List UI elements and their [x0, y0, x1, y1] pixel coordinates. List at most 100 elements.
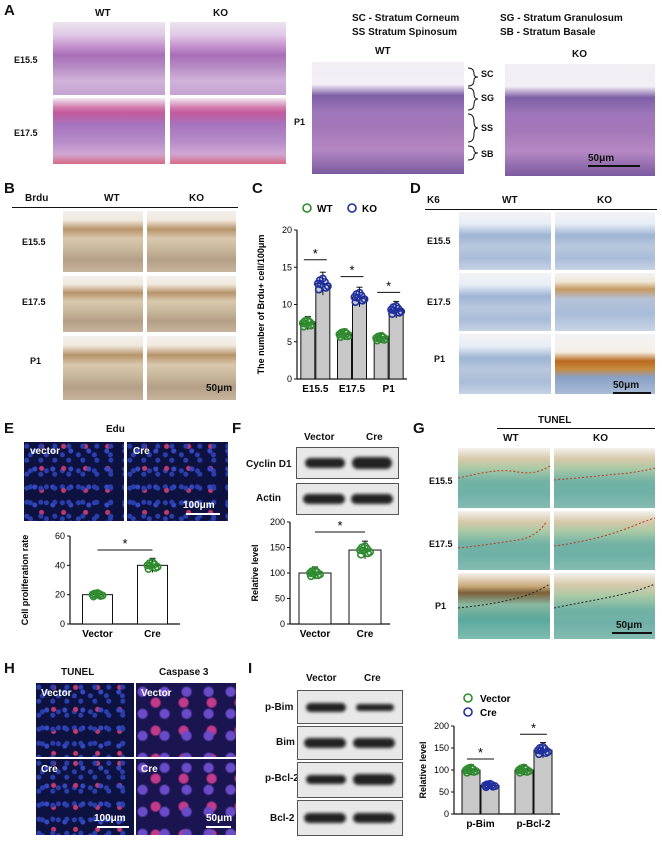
h-scale2-bar: [206, 826, 231, 828]
b-ihc-ko-e175: [147, 276, 236, 332]
a-he-image-ko-e175: [170, 98, 286, 164]
chart-F-ytick-label-4: 200: [270, 517, 285, 527]
b-wt-label: WT: [104, 193, 120, 204]
chart-I-0-0-dot-6: [466, 763, 475, 772]
i-pbim-blot: [297, 690, 403, 724]
chart-C-0-0-dot-6: [303, 316, 312, 325]
a-he-image-wt-p1: [312, 62, 464, 174]
panel-label-a: A: [4, 2, 15, 19]
chart-C-xtick-label-2: P1: [383, 384, 396, 395]
g-tunel-wt-p1: [458, 573, 550, 639]
a-e175-label: E17.5: [14, 128, 38, 138]
g-tunel-ko-e175: [554, 511, 655, 570]
chart-I-legend-cre-marker: [463, 707, 473, 717]
b-header-rule: [12, 207, 238, 208]
panel-label-i: I: [248, 660, 253, 677]
i-pbcl2-label: p-Bcl-2: [265, 773, 299, 784]
chart-F-0-0-dot-7: [307, 572, 316, 581]
d-header-rule: [425, 209, 657, 210]
chart-I-0-0-dot-7: [462, 768, 471, 777]
chart-I-bar-1-0: [514, 769, 534, 815]
a-he-image-ko-e155: [170, 22, 286, 95]
d-row-e155: E15.5: [427, 236, 451, 246]
a-legend-sg: SG - Stratum Granulosum: [500, 13, 623, 24]
chart-F-ytick-label-3: 150: [270, 543, 285, 553]
panel-label-d: D: [410, 180, 421, 197]
chart-E-0-0-dot-7: [89, 592, 98, 601]
g-title-rule: [497, 428, 655, 429]
chart-I-1-0-dot-6: [520, 763, 529, 772]
f-actin-band-cre: [351, 494, 393, 504]
chart-E-sig: *: [122, 536, 127, 551]
chart-f: 0 50 100 150 200 Relative level Vector Cre *: [250, 517, 390, 640]
g-dermal-boundary-lines: [458, 465, 655, 609]
a-sb-label: SB: [481, 149, 494, 159]
e-edu-image-vector: [24, 442, 124, 521]
chart-i: 0 50 100 150 200 Relative level p-Bim * p-Bcl-2 *…: [418, 693, 560, 830]
d-row-e175: E17.5: [427, 297, 451, 307]
d-ihc-wt-e175: [459, 273, 551, 331]
chart-I-legend-vector-marker: [463, 693, 473, 703]
f-cre-label: Cre: [366, 432, 383, 443]
g-tunel-wt-e155: [458, 448, 550, 508]
e-scale-label: 100μm: [183, 500, 215, 511]
h-tunel-label: TUNEL: [61, 667, 95, 678]
g-scale-label: 50μm: [616, 620, 643, 631]
chart-E-ytick-label-2: 40: [55, 560, 65, 570]
chart-E-ytick-label-0: 0: [60, 619, 65, 629]
chart-I-1-0-dot-7: [516, 768, 525, 777]
d-ihc-ko-p1: [555, 334, 655, 394]
chart-I-ytick-label-2: 100: [434, 765, 449, 775]
a-sc-label: SC: [481, 69, 494, 79]
i-pbim-band-cre: [356, 704, 394, 711]
chart-E-bar-0-0: [82, 594, 113, 625]
chart-I-sig-0: *: [478, 745, 483, 760]
chart-E-bar-1-0: [137, 564, 168, 625]
chart-C-1-0-dot-6: [340, 327, 349, 336]
i-cre-label: Cre: [364, 673, 381, 684]
chart-C-2-0-dot-6: [377, 331, 386, 340]
chart-I-xtick-label-0: p-Bim: [466, 819, 494, 830]
chart-C-ytick-label-3: 15: [282, 262, 292, 272]
chart-C-ytick-label-0: 0: [287, 374, 292, 384]
i-bim-band-cre: [353, 738, 395, 748]
chart-I-ylabel: Relative level: [418, 741, 428, 798]
d-scale-bar: [613, 392, 651, 394]
b-stain-label: Brdu: [25, 193, 49, 204]
chart-C-bar-1-1: [352, 296, 367, 380]
f-actin-blot: [296, 483, 399, 515]
h-scale1-bar: [97, 826, 129, 828]
chart-I-ytick-label-4: 200: [434, 721, 449, 731]
h-tunel-vector-label: Vector: [41, 688, 72, 699]
g-ko-label: KO: [593, 433, 608, 444]
chart-I-bar-1-1: [533, 749, 553, 815]
chart-E-ytick-label-1: 20: [55, 590, 65, 600]
i-vector-label: Vector: [306, 673, 337, 684]
f-cyclin-label: Cyclin D1: [246, 459, 292, 470]
chart-C-2-1-dot-6: [392, 302, 401, 311]
chart-F-ytick-label-2: 100: [270, 568, 285, 578]
chart-I-ytick-label-1: 50: [439, 787, 449, 797]
a-legend-ss: SS Stratum Spinosum: [352, 27, 458, 38]
f-vector-label: Vector: [304, 432, 335, 443]
chart-E-xtick-label-1: Cre: [144, 629, 161, 640]
f-actin-label: Actin: [256, 493, 281, 504]
panel-label-g: G: [413, 420, 425, 437]
h-tunel-image-vector: [36, 683, 134, 757]
i-bim-label: Bim: [276, 737, 295, 748]
f-cyclin-blot: [296, 447, 399, 479]
chart-E-xtick-label-0: Vector: [82, 629, 113, 640]
i-pbim-band-vector: [306, 703, 346, 712]
a-sg-label: SG: [481, 93, 495, 103]
b-row-e155: E15.5: [22, 237, 46, 247]
f-actin-band-vector: [303, 494, 345, 504]
g-tunel-ko-e155: [554, 448, 655, 508]
chart-I-1-1-dot-7: [535, 750, 544, 759]
i-pbim-label: p-Bim: [265, 702, 294, 713]
d-ihc-wt-p1: [459, 334, 551, 394]
e-scale-bar: [186, 513, 220, 515]
chart-F-ylabel: Relative level: [250, 544, 260, 601]
panel-label-h: H: [4, 660, 15, 677]
a-scale-label: 50μm: [588, 153, 615, 164]
h-caspase-label: Caspase 3: [159, 667, 209, 678]
